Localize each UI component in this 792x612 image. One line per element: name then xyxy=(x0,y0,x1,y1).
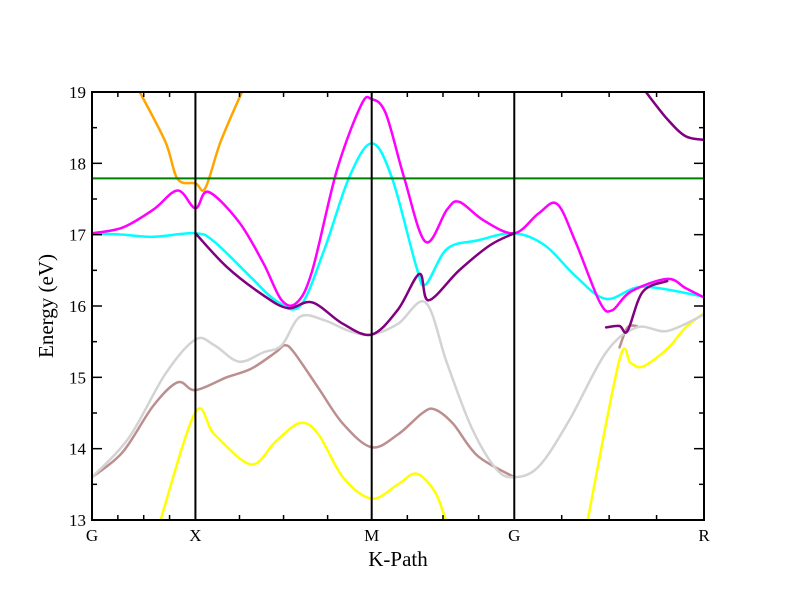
y-tick-label: 18 xyxy=(69,154,86,173)
y-tick-label: 15 xyxy=(69,368,86,387)
band-series-group xyxy=(92,92,704,520)
y-tick-label: 14 xyxy=(69,440,87,459)
y-tick-label: 17 xyxy=(69,226,87,245)
band-line-7 xyxy=(194,231,516,337)
band-line-8 xyxy=(604,279,669,334)
band-line-3 xyxy=(618,324,638,349)
band-line-4 xyxy=(92,300,704,479)
band-line-1 xyxy=(586,311,704,520)
y-axis-title: Energy (eV) xyxy=(34,254,58,358)
y-tick-label: 16 xyxy=(69,297,86,316)
x-axis-title: K-Path xyxy=(368,547,428,571)
y-tick-labels: 13 14 15 16 17 18 19 xyxy=(69,83,87,530)
band-line-10 xyxy=(138,92,244,192)
kpoint-divider-group xyxy=(194,92,516,520)
x-tick-label: R xyxy=(698,526,710,545)
x-tick-label: M xyxy=(364,526,379,545)
y-tick-label: 13 xyxy=(69,511,86,530)
band-line-2 xyxy=(92,343,516,479)
band-line-6 xyxy=(92,95,704,313)
band-line-9 xyxy=(644,92,704,142)
x-tick-label: G xyxy=(86,526,98,545)
x-tick-label: X xyxy=(189,526,201,545)
y-tick-label: 19 xyxy=(69,83,86,102)
band-line-0 xyxy=(159,407,447,520)
band-line-5 xyxy=(92,142,704,311)
x-tick-label: G xyxy=(508,526,520,545)
axis-ticks-group xyxy=(92,91,704,521)
